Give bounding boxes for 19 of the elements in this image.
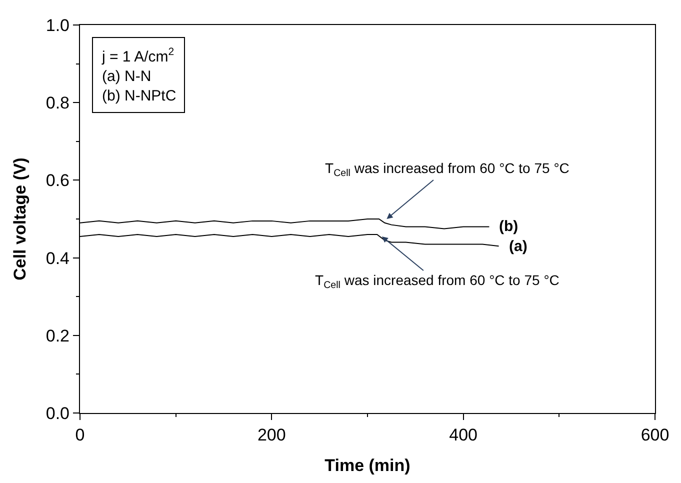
series-label: (b) [499, 218, 518, 235]
x-tick-label: 0 [75, 426, 85, 444]
x-tick-label: 600 [640, 426, 670, 444]
y-tick-label: 0.8 [46, 94, 70, 113]
x-tick-label: 400 [449, 426, 478, 444]
y-tick-label: 0.4 [46, 248, 70, 268]
y-tick-label: 1.0 [46, 16, 70, 35]
y-tick-label: 0.0 [46, 404, 70, 423]
annotation: T$_{Cell}$ was increased from 60 °C to 75 °C [315, 272, 560, 291]
annotation: j = 1 A/cm$^{2}$ [101, 46, 174, 66]
annotation: T$_{Cell}$ was increased from 60 °C to 75 °C [325, 160, 570, 179]
y-axis-title: Cell voltage (V) [10, 158, 30, 280]
y-tick-label: 0.6 [46, 171, 70, 190]
y-tick-label: 0.2 [46, 326, 70, 346]
x-tick-label: 200 [257, 426, 286, 444]
annotation: (a) N-N [102, 68, 152, 85]
annotation: (b) N-NPtC [102, 87, 176, 104]
series-label: (a) [509, 238, 528, 255]
x-axis-title: Time (min) [324, 456, 410, 475]
